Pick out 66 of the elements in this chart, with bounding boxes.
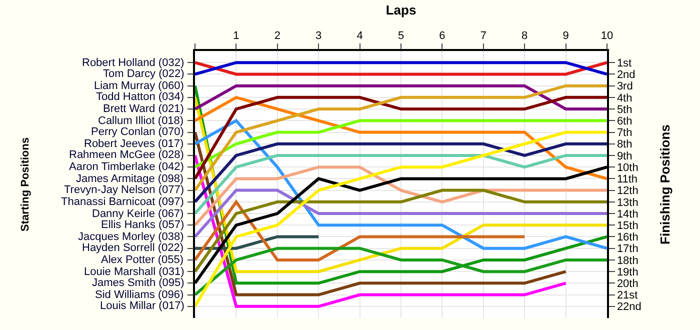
series-label: Louis Millar (017) [100,300,184,312]
y2-tick-label: 11th [616,174,638,186]
series-label: Brett Ward (021) [103,103,184,115]
y2-tick-label: 6th [616,116,632,128]
y2-tick-label: 7th [616,127,632,140]
line-series [195,119,607,250]
y2-tick-label: 3rd [616,80,633,93]
series-label: Liam Murray (060) [94,80,184,92]
series-label: Robert Jeeves (017) [84,138,184,150]
y2-tick-label: 16th [616,232,638,244]
series-label: Perry Conlan (070) [91,126,184,138]
x-axis-title: Laps [386,2,416,18]
line-series [195,166,607,227]
x-tick-label: 1 [233,30,240,42]
y2-tick-label: 1st [616,57,632,70]
x-tick-label: 9 [562,30,569,42]
x-tick-label: 6 [439,30,446,42]
y2-tick-label: 8th [616,138,632,151]
series-label: James Armitage (098) [76,173,184,185]
y2-tick-label: 14th [616,208,638,220]
y2-tick-label: 20th [616,278,638,290]
series-label: Jacques Morley (038) [78,231,184,243]
y2-tick-label: 9th [616,150,632,162]
line-series [195,188,607,274]
series-label: Aaron Timberlake (042) [69,161,184,173]
series-label: Tom Darcy (022) [103,68,184,80]
series-label: Hayden Sorrell (022) [82,242,184,254]
x-tick-label: 3 [316,30,322,42]
series-label: James Smith (095) [92,277,184,289]
x-tick-label: 4 [356,30,363,42]
series-label: Thanassi Barnicoat (097) [61,196,184,208]
series-label: Sid Williams (096) [95,289,184,301]
y2-tick-label: 10th [616,162,638,174]
y2-tick-label: 2nd [616,69,636,82]
line-series [195,130,568,296]
series-label: Callum Illiot (018) [98,115,184,127]
y2-tick-label: 12th [616,185,638,198]
y2-tick-label: 17th [616,243,638,256]
y2-tick-label: 21st [616,290,638,302]
line-series [195,119,607,169]
x-tick-label: 2 [274,30,280,42]
line-series [195,84,607,192]
x-tick-label: 8 [522,30,528,42]
series-label: Alex Potter (055) [101,254,184,266]
series-label: Rahmeen McGee (028) [69,149,184,161]
series-label: Louie Marshall (031) [84,266,184,278]
x-tick-label: 7 [480,30,486,42]
x-tick-label: 5 [398,30,404,42]
series-label: Todd Hatton (034) [96,91,184,103]
y2-tick-label: 5th [616,104,632,116]
y2-tick-label: 15th [616,220,638,232]
line-series [195,130,607,308]
y2-axis-title: Finishing Positions [658,124,673,244]
line-series [195,154,568,308]
y2-tick-label: 22nd [616,301,642,314]
x-tick-label: 10 [600,30,614,42]
series-label: Danny Keirle (067) [92,208,184,220]
text: Starting Positions [20,137,32,232]
series-label: Trevyn-Jay Nelson (077) [64,184,184,196]
line-series [195,96,607,180]
series-label: Ellis Hanks (057) [101,219,184,231]
y2-tick-label: 13th [616,196,638,209]
y2-tick-label: 19th [616,266,638,278]
y2-tick-label: 4th [616,92,632,104]
y2-tick-label: 18th [616,254,638,267]
series-label: Robert Holland (032) [82,57,184,69]
